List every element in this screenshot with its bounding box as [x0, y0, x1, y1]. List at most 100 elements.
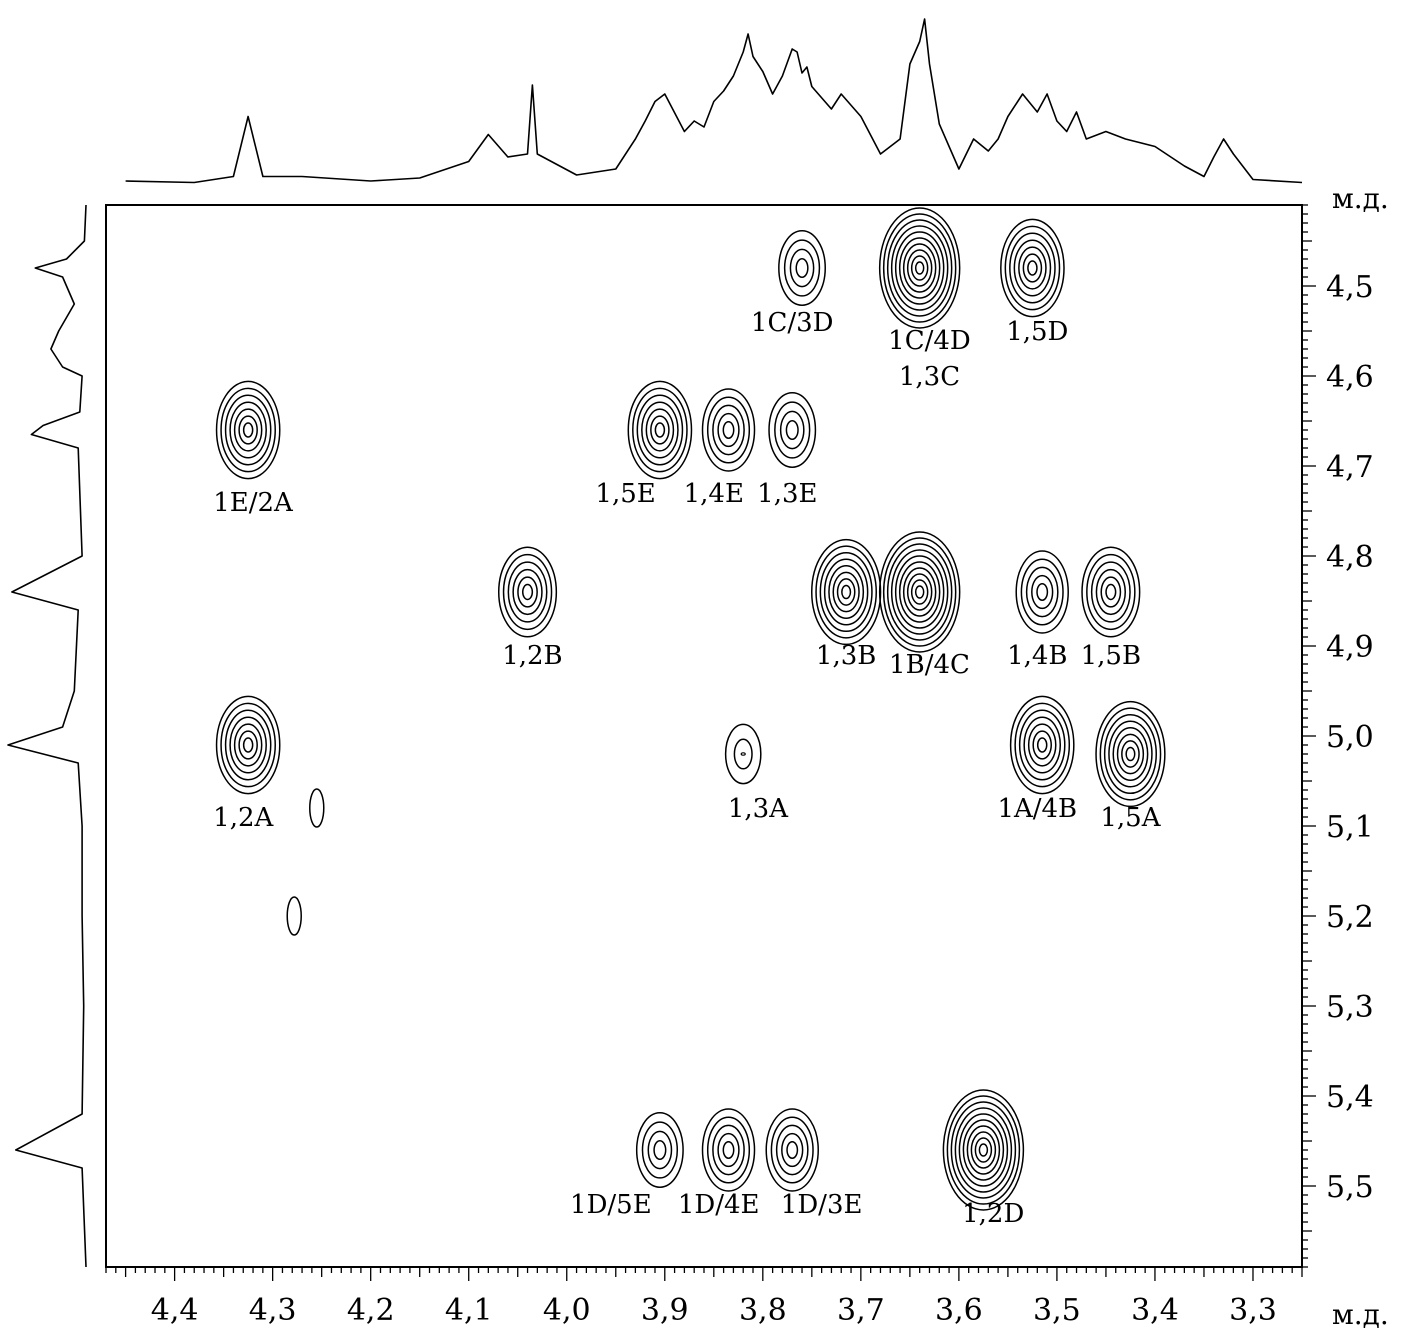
contour-level [1009, 695, 1075, 795]
contour-peak [1095, 700, 1166, 808]
contour-level [828, 565, 865, 619]
contour-level [717, 1132, 740, 1168]
x-tick-label: 4,1 [445, 1293, 493, 1328]
contour-level [220, 387, 276, 473]
y-axis-label: м.д. [1332, 182, 1389, 215]
contour-level [946, 1095, 1021, 1205]
contour-level [962, 1119, 1005, 1181]
contour-level [1036, 737, 1048, 753]
contour-peak [635, 1112, 684, 1188]
contour-level [1103, 713, 1157, 795]
contour-level [810, 538, 882, 646]
contour-level [942, 1089, 1025, 1211]
contour-level [836, 578, 856, 606]
contour-level [1090, 561, 1131, 623]
contour-center [740, 752, 746, 756]
contour-level [1018, 709, 1066, 781]
contour-level [733, 738, 753, 770]
contour-level [886, 219, 953, 317]
peak-label: 1,5B [1081, 641, 1141, 671]
contour-level [894, 555, 945, 629]
contour-level [1095, 700, 1166, 808]
contour-level [974, 1137, 993, 1163]
contour-level [1112, 727, 1149, 781]
peak-label: 1,3E [757, 479, 817, 509]
contour-level [778, 230, 826, 306]
contour-level [770, 1116, 814, 1184]
contour-peak [701, 388, 756, 472]
peak-label: 1A/4B [997, 794, 1077, 824]
contour-level [954, 1107, 1013, 1193]
x-tick-label: 4,4 [151, 1293, 199, 1328]
contour-level [1015, 550, 1069, 634]
contour-peak [215, 695, 281, 795]
contour-level [1018, 246, 1047, 290]
contour-level [233, 723, 263, 767]
contour-level [890, 549, 949, 635]
contour-level [233, 408, 263, 452]
contour-level [724, 723, 762, 785]
contour-level [712, 404, 745, 456]
peak-label: 1,2D [962, 1199, 1024, 1229]
contour-level [902, 243, 937, 293]
x-tick-label: 3,6 [935, 1293, 983, 1328]
contour-level [1032, 730, 1052, 760]
y-tick-label: 4,6 [1326, 360, 1374, 395]
contour-level [722, 1141, 735, 1159]
contour-level [765, 1108, 819, 1192]
x-tick-label: 4,0 [543, 1293, 591, 1328]
contour-peak [778, 230, 826, 306]
peak-label: 1,2A [213, 803, 274, 833]
contour-level [882, 213, 957, 323]
contour-peak [810, 538, 882, 646]
contour-level [238, 730, 258, 760]
contour-level [654, 422, 666, 438]
contour-level [701, 1108, 756, 1192]
contour-level [795, 257, 809, 279]
contour-level [902, 567, 937, 617]
contour-level [970, 1131, 997, 1169]
contour-level [950, 1101, 1017, 1199]
contour-level [1116, 733, 1145, 775]
contour-level [878, 531, 961, 653]
contour-level [779, 410, 805, 450]
contour-peak [1000, 218, 1065, 318]
contour-peak [724, 723, 762, 785]
contour-peak [215, 380, 281, 480]
x-tick-label: 4,2 [347, 1293, 395, 1328]
contour-level [775, 1124, 809, 1176]
peak-label: 1,3A [728, 794, 789, 824]
contour-peak [701, 1108, 756, 1192]
contour-level [1031, 574, 1054, 610]
peak-label: 1,5A [1100, 803, 1161, 833]
y-axis: 4,5 4,6 4,7 4,8 4,9 5,0 5,1 5,2 5,3 5,4 5,5 [1302, 204, 1374, 1268]
contour-level [641, 401, 679, 459]
contour-level [1036, 583, 1049, 601]
contour-level [220, 702, 276, 788]
contour-level [641, 1121, 679, 1179]
peak-label: 1C/3D [751, 308, 834, 338]
peak-labels: 1C/3D 1C/4D 1,3C 1,5D 1E/2A 1,5E 1,4E 1,3E 1,2B 1… [213, 308, 1162, 1229]
contour-level [706, 396, 751, 464]
contour-level [1022, 253, 1043, 283]
contour-level [886, 543, 953, 641]
left-projection-line [7, 204, 87, 1268]
contour-level [910, 579, 929, 605]
contour-level [1023, 716, 1062, 774]
contour-level [1108, 720, 1153, 788]
contour-level [632, 387, 688, 473]
contour-level [978, 1143, 989, 1157]
contour-level [224, 394, 272, 466]
peak-label: 1,3C [899, 362, 960, 392]
peak-label: 1,4B [1007, 641, 1067, 671]
peak-label: 1,3B [816, 641, 876, 671]
contour-level [627, 380, 693, 480]
x-tick-label: 3,9 [641, 1293, 689, 1328]
minor-contour [309, 788, 325, 828]
contour-level [774, 401, 811, 459]
contour-level [507, 561, 548, 623]
contour-peak [942, 1089, 1025, 1211]
contour-peak [1015, 550, 1069, 634]
contour-level [894, 231, 945, 305]
